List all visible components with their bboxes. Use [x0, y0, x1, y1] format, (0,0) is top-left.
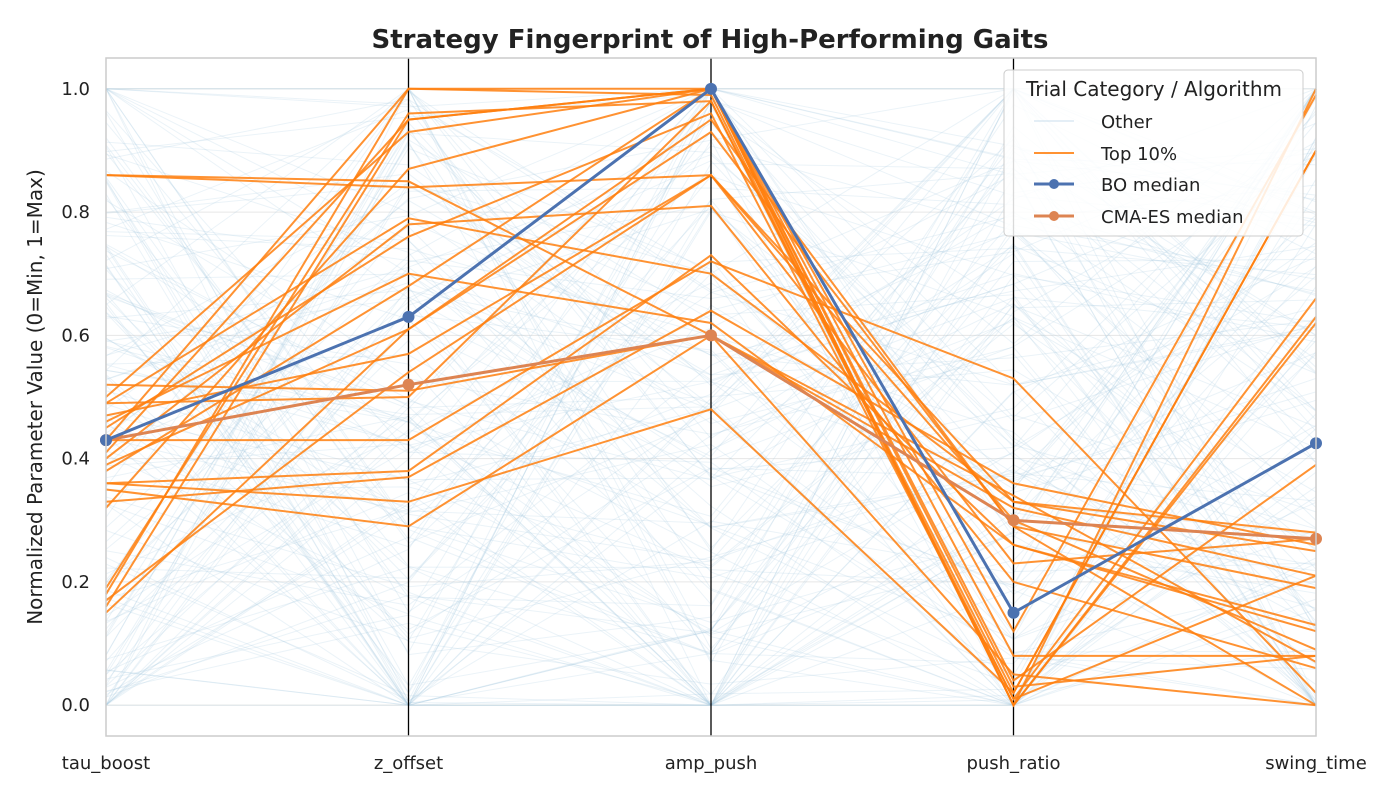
y-tick-label: 0.2: [61, 572, 90, 593]
top10-line: [105, 272, 1317, 633]
y-tick-label: 0.4: [61, 449, 90, 470]
top10-line: [105, 204, 1317, 670]
y-tick-label: 0.0: [61, 695, 90, 716]
y-tick-label: 1.0: [61, 79, 90, 100]
legend-label-top10: Top 10%: [1100, 144, 1177, 165]
x-tick-labels: tau_boost z_offset amp_push push_ratio swing…: [62, 753, 1367, 774]
x-tick-label-push_ratio: push_ratio: [966, 753, 1060, 774]
plot-frame: [105, 57, 1317, 737]
median-lines: [100, 82, 1322, 619]
top10-line: [105, 309, 1317, 546]
cma-es-median-marker: [1007, 514, 1020, 527]
chart-title: Strategy Fingerprint of High-Performing …: [372, 25, 1049, 55]
x-tick-label-amp_push: amp_push: [665, 753, 758, 774]
legend-title: Trial Category / Algorithm: [1025, 77, 1282, 101]
legend-box: [1003, 69, 1304, 237]
top10-line: [105, 118, 1317, 614]
top10-line: [105, 150, 1317, 695]
top10-line: [105, 87, 1317, 708]
legend-label-bo: BO median: [1101, 175, 1200, 196]
y-axis-label: Normalized Parameter Value (0=Min, 1=Max…: [23, 169, 47, 625]
y-tick-label: 0.8: [61, 202, 90, 223]
legend-label-cma: CMA-ES median: [1101, 207, 1244, 228]
top10-line: [105, 112, 1317, 701]
y-tick-label: 0.6: [61, 325, 90, 346]
top10-line: [105, 253, 1317, 627]
x-tick-label-swing_time: swing_time: [1265, 753, 1367, 774]
x-tick-label-z_offset: z_offset: [374, 753, 443, 774]
cma-es-median-marker: [402, 378, 415, 391]
legend-marker-bo: [1049, 179, 1059, 189]
bo-median-marker: [1007, 606, 1020, 619]
bo-median-marker: [402, 310, 415, 323]
x-tick-label-tau_boost: tau_boost: [62, 753, 150, 774]
top10-line: [105, 130, 1317, 707]
top10-line: [106, 260, 1317, 694]
legend-marker-cma: [1049, 211, 1059, 221]
top10-line: [105, 100, 1317, 701]
legend-label-other: Other: [1101, 112, 1153, 133]
cma-es-median-marker: [705, 329, 717, 342]
legend: Trial Category / Algorithm Other Top 10%…: [1003, 69, 1304, 237]
y-tick-labels: 0.0 0.2 0.4 0.6 0.8 1.0: [61, 79, 90, 716]
bo-median-marker: [705, 82, 717, 95]
